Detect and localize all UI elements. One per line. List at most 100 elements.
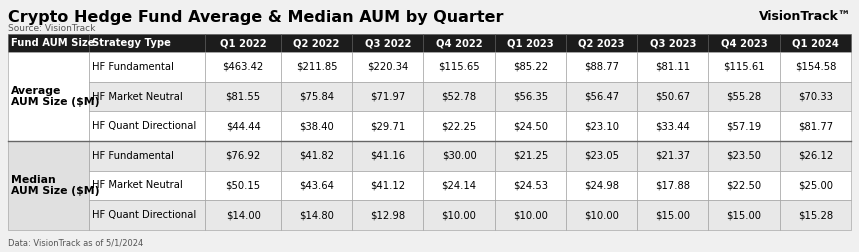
Text: Q4 2022: Q4 2022 <box>436 38 483 48</box>
Bar <box>205 111 281 141</box>
Bar <box>205 52 281 82</box>
Bar <box>281 111 352 141</box>
Text: $10.00: $10.00 <box>513 210 548 220</box>
Text: $43.64: $43.64 <box>299 180 334 191</box>
Text: Crypto Hedge Fund Average & Median AUM by Quarter: Crypto Hedge Fund Average & Median AUM b… <box>8 10 503 25</box>
Bar <box>709 82 780 111</box>
Text: Median
AUM Size ($M): Median AUM Size ($M) <box>11 175 100 196</box>
Bar <box>88 111 205 141</box>
Bar <box>8 52 88 141</box>
Bar <box>423 52 495 82</box>
Text: Strategy Type: Strategy Type <box>92 38 171 48</box>
Text: $41.82: $41.82 <box>299 151 334 161</box>
Text: Q2 2023: Q2 2023 <box>578 38 624 48</box>
Text: $50.15: $50.15 <box>226 180 260 191</box>
Bar <box>780 200 851 230</box>
Text: Q2 2022: Q2 2022 <box>293 38 339 48</box>
Bar <box>88 34 205 52</box>
Text: $463.42: $463.42 <box>222 62 264 72</box>
Bar <box>637 111 709 141</box>
Bar <box>423 171 495 200</box>
Text: Q4 2023: Q4 2023 <box>721 38 767 48</box>
Text: $52.78: $52.78 <box>442 91 477 102</box>
Bar <box>566 34 637 52</box>
Text: HF Quant Directional: HF Quant Directional <box>92 210 196 220</box>
Bar <box>495 111 566 141</box>
Bar <box>780 141 851 171</box>
Text: $14.00: $14.00 <box>226 210 260 220</box>
Bar <box>88 52 205 82</box>
Bar <box>566 141 637 171</box>
Bar <box>780 34 851 52</box>
Bar <box>423 141 495 171</box>
Bar <box>205 34 281 52</box>
Bar <box>352 171 423 200</box>
Text: $23.05: $23.05 <box>584 151 619 161</box>
Text: $115.61: $115.61 <box>723 62 765 72</box>
Bar <box>637 52 709 82</box>
Text: $24.53: $24.53 <box>513 180 548 191</box>
Text: $88.77: $88.77 <box>584 62 619 72</box>
Bar <box>495 141 566 171</box>
Bar <box>709 52 780 82</box>
Bar <box>205 141 281 171</box>
Text: $56.47: $56.47 <box>584 91 619 102</box>
Bar <box>566 82 637 111</box>
Bar <box>780 82 851 111</box>
Bar <box>637 141 709 171</box>
Text: $15.28: $15.28 <box>798 210 833 220</box>
Bar <box>495 34 566 52</box>
Bar <box>281 200 352 230</box>
Text: $25.00: $25.00 <box>798 180 833 191</box>
Bar <box>352 200 423 230</box>
Text: $38.40: $38.40 <box>299 121 334 131</box>
Bar <box>352 141 423 171</box>
Text: $14.80: $14.80 <box>299 210 334 220</box>
Text: $12.98: $12.98 <box>370 210 405 220</box>
Text: VisionTrack™: VisionTrack™ <box>758 10 851 23</box>
Text: $10.00: $10.00 <box>442 210 477 220</box>
Text: Source: VisionTrack: Source: VisionTrack <box>8 24 95 33</box>
Bar <box>709 171 780 200</box>
Text: $33.44: $33.44 <box>655 121 691 131</box>
Bar <box>495 200 566 230</box>
Text: $50.67: $50.67 <box>655 91 691 102</box>
Bar <box>8 141 88 230</box>
Bar <box>352 82 423 111</box>
Text: HF Market Neutral: HF Market Neutral <box>92 91 183 102</box>
Text: $44.44: $44.44 <box>226 121 260 131</box>
Bar <box>423 34 495 52</box>
Bar <box>281 34 352 52</box>
Text: $30.00: $30.00 <box>442 151 477 161</box>
Bar <box>423 82 495 111</box>
Bar <box>352 34 423 52</box>
Text: $70.33: $70.33 <box>798 91 833 102</box>
Text: $23.50: $23.50 <box>727 151 762 161</box>
Bar <box>352 111 423 141</box>
Text: HF Market Neutral: HF Market Neutral <box>92 180 183 191</box>
Bar <box>709 141 780 171</box>
Text: $24.50: $24.50 <box>513 121 548 131</box>
Bar <box>566 171 637 200</box>
Text: $21.37: $21.37 <box>655 151 691 161</box>
Text: $220.34: $220.34 <box>367 62 408 72</box>
Text: HF Fundamental: HF Fundamental <box>92 151 174 161</box>
Text: $41.12: $41.12 <box>370 180 405 191</box>
Text: $56.35: $56.35 <box>513 91 548 102</box>
Text: Q1 2023: Q1 2023 <box>507 38 553 48</box>
Bar <box>88 82 205 111</box>
Bar <box>88 171 205 200</box>
Text: Average
AUM Size ($M): Average AUM Size ($M) <box>11 86 100 107</box>
Text: $24.98: $24.98 <box>584 180 619 191</box>
Bar <box>281 52 352 82</box>
Text: Fund AUM Size: Fund AUM Size <box>11 38 94 48</box>
Text: $75.84: $75.84 <box>299 91 334 102</box>
Text: $41.16: $41.16 <box>370 151 405 161</box>
Bar <box>709 111 780 141</box>
Text: $57.19: $57.19 <box>727 121 762 131</box>
Bar <box>8 34 88 52</box>
Text: $154.58: $154.58 <box>795 62 836 72</box>
Bar <box>637 171 709 200</box>
Text: $15.00: $15.00 <box>655 210 691 220</box>
Text: $81.77: $81.77 <box>798 121 833 131</box>
